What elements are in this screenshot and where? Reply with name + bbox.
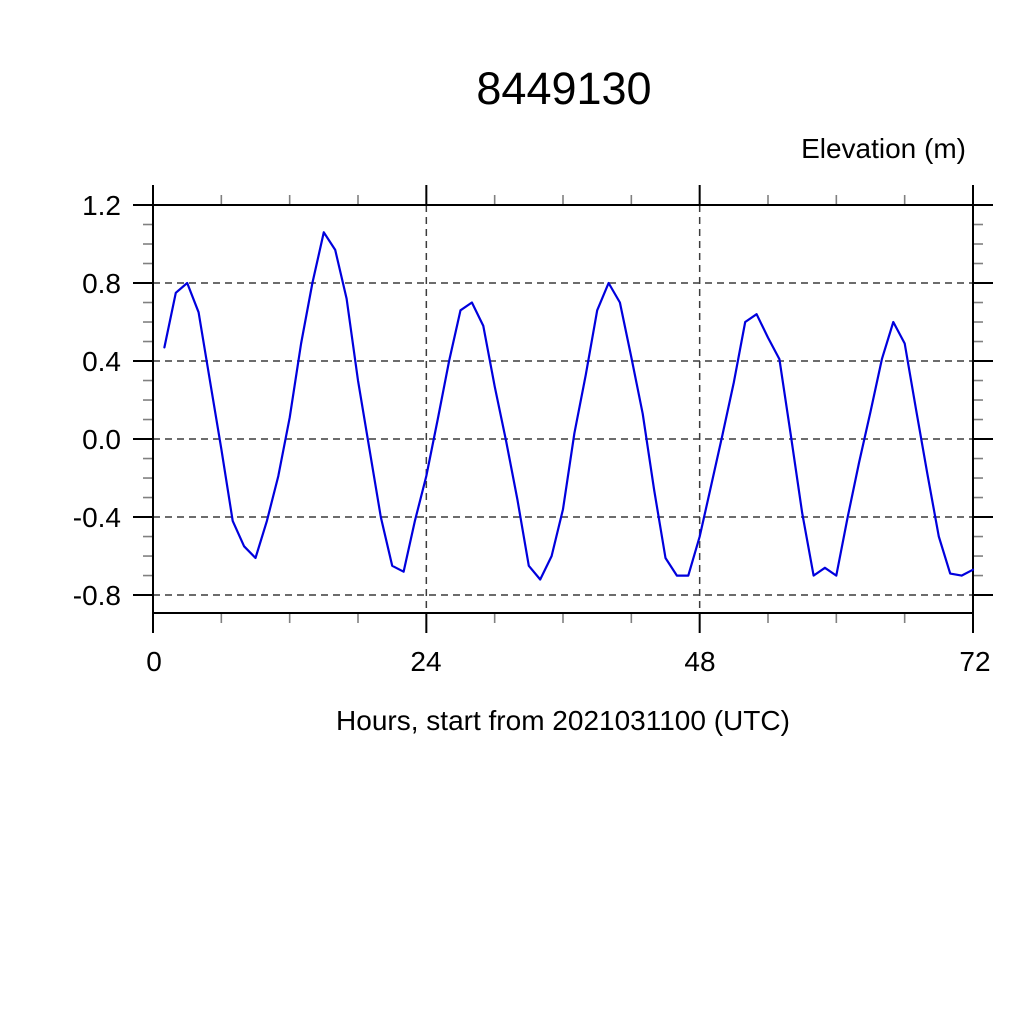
y-axis-title: Elevation (m)	[801, 133, 966, 164]
y-tick-label-1.2: 1.2	[82, 190, 121, 221]
chart-title: 8449130	[476, 63, 651, 114]
x-tick-label-0: 0	[146, 646, 162, 677]
x-tick-label-48: 48	[684, 646, 715, 677]
x-tick-label-72: 72	[959, 646, 990, 677]
plot-area	[133, 185, 993, 633]
elevation-line	[163, 231, 975, 581]
x-axis-title: Hours, start from 2021031100 (UTC)	[336, 705, 790, 736]
y-tick-label--0.4: -0.4	[73, 502, 121, 533]
x-tick-label-24: 24	[410, 646, 441, 677]
y-tick-label-0.4: 0.4	[82, 346, 121, 377]
y-tick-label--0.8: -0.8	[73, 580, 121, 611]
y-tick-label-0.0: 0.0	[82, 424, 121, 455]
plot-frame	[152, 204, 974, 614]
y-tick-label-0.8: 0.8	[82, 268, 121, 299]
